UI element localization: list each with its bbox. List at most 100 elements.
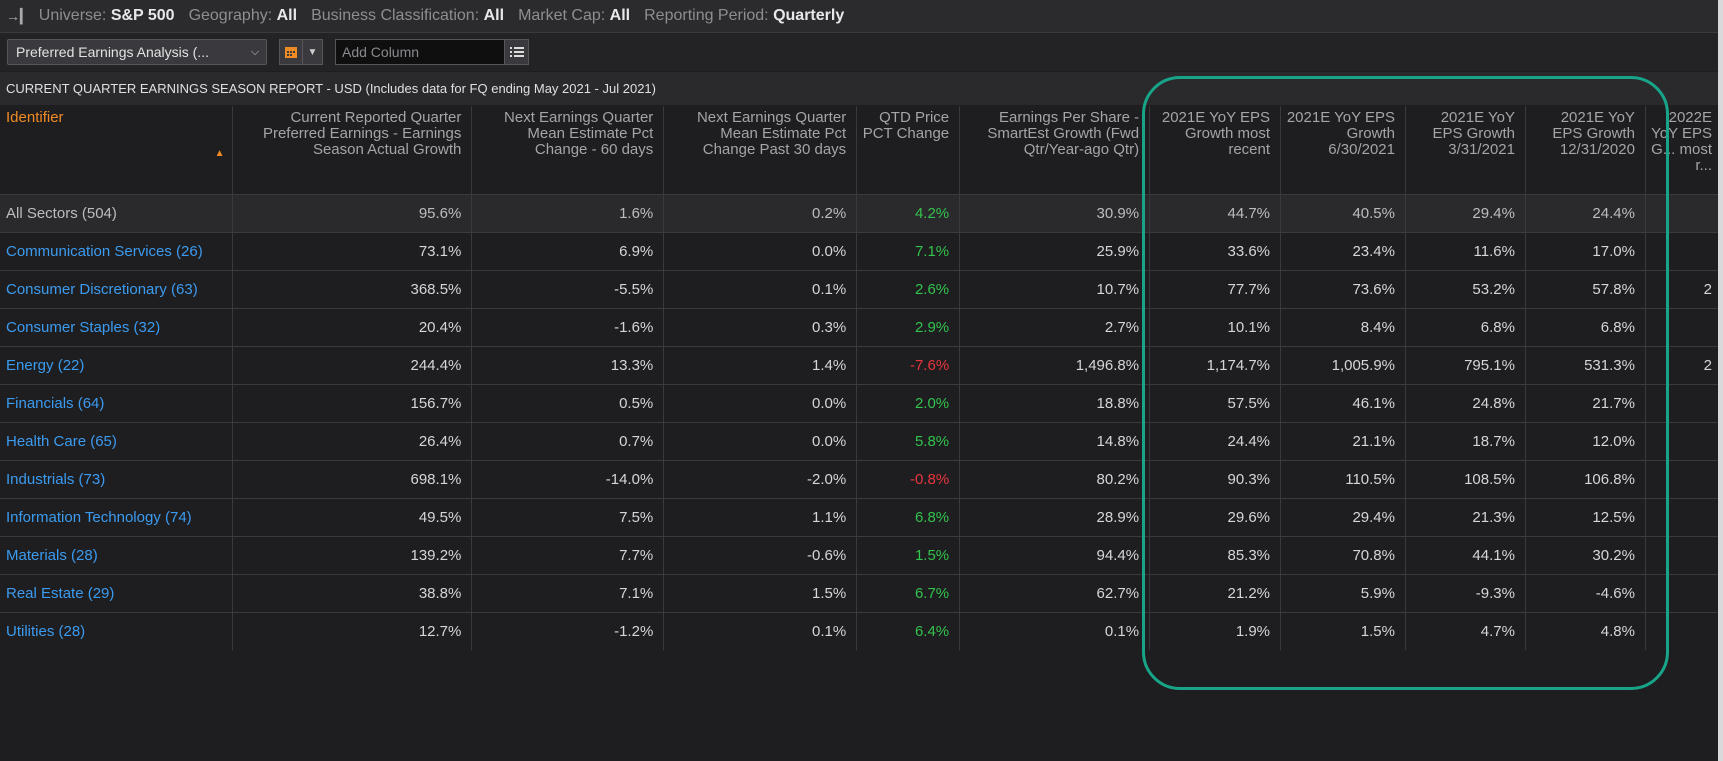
table-row[interactable]: Materials (28) 139.2% 7.7% -0.6% 1.5% 94.4% 85… [0, 536, 1723, 575]
sector-link[interactable]: Utilities (28) [0, 612, 234, 650]
table-cell: 21.3% [1405, 498, 1526, 537]
business-classification-filter[interactable]: Business Classification: All [311, 7, 505, 24]
table-cell: 10.1% [1149, 308, 1282, 347]
table-cell: 4.8% [1525, 612, 1646, 650]
market-cap-filter[interactable]: Market Cap: All [518, 7, 631, 24]
sector-link[interactable]: Health Care (65) [0, 422, 234, 461]
table-cell: 1.4% [663, 346, 858, 385]
sector-link[interactable]: Consumer Discretionary (63) [0, 270, 234, 309]
table-row[interactable]: Information Technology (74) 49.5% 7.5% 1.1%… [0, 498, 1723, 537]
sector-link[interactable]: Materials (28) [0, 536, 234, 575]
table-cell: -14.0% [471, 460, 665, 499]
column-header[interactable]: Next Earnings Quarter Mean Estimate Pct … [663, 106, 858, 195]
table-cell: -5.5% [471, 270, 665, 309]
table-cell: -1.2% [471, 612, 665, 650]
table-row[interactable]: Consumer Staples (32) 20.4% -1.6% 0.3% 2.9% 2… [0, 308, 1723, 347]
column-header-identifier[interactable]: Identifier ▲ [0, 106, 234, 195]
table-cell: 6.4% [856, 612, 961, 650]
table-cell [1645, 308, 1723, 347]
table-cell: 25.9% [959, 232, 1151, 271]
sector-link[interactable]: Energy (22) [0, 346, 234, 385]
filter-bar: →▎ Universe: S&P 500 Geography: All Busi… [0, 0, 1723, 33]
sector-link[interactable]: Industrials (73) [0, 460, 234, 499]
table-cell: 7.5% [471, 498, 665, 537]
table-cell: 26.4% [232, 422, 473, 461]
table-cell: -0.8% [856, 460, 961, 499]
column-header[interactable]: 2022E YoY EPS G... most r... [1645, 106, 1723, 195]
table-cell: 0.5% [471, 384, 665, 423]
table-row[interactable]: Energy (22) 244.4% 13.3% 1.4% -7.6% 1,496.8% 1… [0, 346, 1723, 385]
table-row[interactable]: Industrials (73) 698.1% -14.0% -2.0% -0.8% 80… [0, 460, 1723, 499]
table-row[interactable]: Communication Services (26) 73.1% 6.9% 0.0%… [0, 232, 1723, 271]
table-row[interactable]: Consumer Discretionary (63) 368.5% -5.5% 0.… [0, 270, 1723, 309]
table-cell: 0.0% [663, 422, 858, 461]
column-header[interactable]: 2021E YoY EPS Growth 3/31/2021 [1405, 106, 1526, 195]
table-row[interactable]: Financials (64) 156.7% 0.5% 0.0% 2.0% 18.8% 57… [0, 384, 1723, 423]
column-header[interactable]: Next Earnings Quarter Mean Estimate Pct … [471, 106, 665, 195]
sector-link[interactable]: Consumer Staples (32) [0, 308, 234, 347]
table-cell: 0.1% [959, 612, 1151, 650]
expand-panel-icon[interactable]: →▎ [6, 7, 31, 24]
table-cell: 18.8% [959, 384, 1151, 423]
table-cell: -9.3% [1405, 574, 1526, 613]
column-header[interactable]: Current Reported Quarter Preferred Earni… [232, 106, 473, 195]
calendar-dropdown-button[interactable]: ▼ [303, 39, 323, 65]
table-cell: 0.1% [663, 612, 858, 650]
chevron-down-icon: ⌵ [250, 45, 260, 58]
table-cell: 10.7% [959, 270, 1151, 309]
table-cell: 139.2% [232, 536, 473, 575]
table-cell: 21.7% [1525, 384, 1646, 423]
sector-link[interactable]: Real Estate (29) [0, 574, 234, 613]
table-cell [1645, 574, 1723, 613]
table-cell: 29.4% [1280, 498, 1406, 537]
table-cell: 49.5% [232, 498, 473, 537]
table-cell: 85.3% [1149, 536, 1282, 575]
column-header[interactable]: QTD Price PCT Change [856, 106, 961, 195]
table-cell: 14.8% [959, 422, 1151, 461]
table-cell: 40.5% [1280, 194, 1406, 233]
sector-link[interactable]: Financials (64) [0, 384, 234, 423]
report-title: CURRENT QUARTER EARNINGS SEASON REPORT -… [0, 72, 1723, 105]
table-cell [1645, 194, 1723, 233]
table-cell: 7.1% [856, 232, 961, 271]
table-cell: 6.8% [856, 498, 961, 537]
column-header[interactable]: 2021E YoY EPS Growth most recent [1149, 106, 1282, 195]
table-cell: 12.7% [232, 612, 473, 650]
table-cell [1645, 460, 1723, 499]
universe-filter[interactable]: Universe: S&P 500 [38, 7, 175, 24]
table-cell: 1.5% [1280, 612, 1406, 650]
add-column-input[interactable] [335, 39, 505, 65]
table-cell: 106.8% [1525, 460, 1646, 499]
table-cell: 73.1% [232, 232, 473, 271]
table-cell: 0.0% [663, 232, 858, 271]
table-row-all-sectors[interactable]: All Sectors (504) 95.6% 1.6% 0.2% 4.2% 30.9% 4… [0, 194, 1723, 233]
table-row[interactable]: Utilities (28) 12.7% -1.2% 0.1% 6.4% 0.1% 1.9%… [0, 612, 1723, 650]
column-header[interactable]: Earnings Per Share - SmartEst Growth (Fw… [959, 106, 1151, 195]
table-cell: 24.4% [1149, 422, 1282, 461]
column-header[interactable]: 2021E YoY EPS Growth 6/30/2021 [1280, 106, 1406, 195]
table-cell: 0.3% [663, 308, 858, 347]
table-row[interactable]: Real Estate (29) 38.8% 7.1% 1.5% 6.7% 62.7% 21… [0, 574, 1723, 613]
view-select[interactable]: Preferred Earnings Analysis (... ⌵ [7, 39, 267, 65]
table-cell: 57.5% [1149, 384, 1282, 423]
table-cell: 244.4% [232, 346, 473, 385]
sector-link[interactable]: Information Technology (74) [0, 498, 234, 537]
table-cell: 0.7% [471, 422, 665, 461]
column-list-button[interactable] [505, 39, 529, 65]
table-cell: 5.8% [856, 422, 961, 461]
table-cell: 531.3% [1525, 346, 1646, 385]
table-cell: 94.4% [959, 536, 1151, 575]
geography-filter[interactable]: Geography: All [188, 7, 298, 24]
reporting-period-filter[interactable]: Reporting Period: Quarterly [644, 7, 845, 24]
sector-link[interactable]: Communication Services (26) [0, 232, 234, 271]
table-cell: 1,496.8% [959, 346, 1151, 385]
calendar-button[interactable] [279, 39, 303, 65]
sector-link: All Sectors (504) [0, 194, 234, 233]
caret-down-icon: ▼ [307, 46, 318, 58]
table-row[interactable]: Health Care (65) 26.4% 0.7% 0.0% 5.8% 14.8% 24… [0, 422, 1723, 461]
column-header[interactable]: 2021E YoY EPS Growth 12/31/2020 [1525, 106, 1646, 195]
scrollbar[interactable] [1718, 0, 1723, 761]
table-cell: 4.7% [1405, 612, 1526, 650]
table-cell: 30.9% [959, 194, 1151, 233]
table-cell: 795.1% [1405, 346, 1526, 385]
